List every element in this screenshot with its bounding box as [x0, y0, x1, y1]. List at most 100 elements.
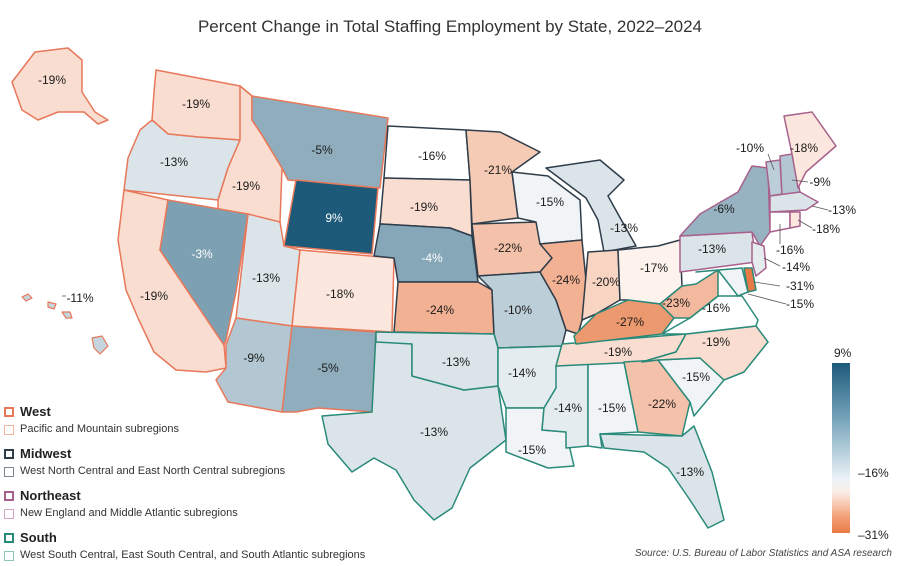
label-connecticut: -16% — [776, 243, 804, 257]
label-kansas: -24% — [426, 303, 454, 317]
label-virginia: -16% — [702, 301, 730, 315]
region-legend: West Pacific and Mountain subregions Mid… — [4, 404, 366, 566]
color-scale-bar — [832, 363, 850, 533]
map-title: Percent Change in Total Staffing Employm… — [197, 17, 703, 36]
label-illinois: -24% — [552, 273, 580, 287]
legend-south: South — [4, 530, 364, 548]
label-arizona: -9% — [243, 351, 265, 365]
state-rhode-island — [789, 211, 801, 229]
label-texas: -13% — [420, 425, 448, 439]
state-west-virginia — [659, 269, 719, 319]
state-maryland — [695, 267, 749, 297]
label-new-hampshire: -9% — [809, 175, 831, 189]
state-oklahoma — [375, 331, 499, 391]
state-wyoming — [283, 179, 379, 255]
label-montana: -5% — [311, 143, 333, 157]
legend-northeast-sub-label: New England and Middle Atlantic subregio… — [20, 507, 238, 519]
legend-midwest-title: Midwest — [20, 446, 72, 461]
legend-south-sub-swatch — [4, 551, 14, 561]
label-ohio: -17% — [640, 261, 668, 275]
state-massachusetts — [769, 191, 819, 213]
label-california: -19% — [140, 289, 168, 303]
legend-west-title: West — [20, 404, 51, 419]
leader-rhode-island — [797, 219, 813, 229]
label-new-york: -6% — [713, 202, 735, 216]
legend-northeast: Northeast — [4, 488, 364, 506]
scale-max-label: 9% — [834, 346, 852, 360]
label-alabama: -15% — [598, 401, 626, 415]
label-hawaii: -11% — [66, 291, 93, 305]
state-hawaii — [21, 293, 109, 355]
label-wyoming: 9% — [325, 211, 343, 225]
scale-mid-label: –16% — [858, 466, 889, 480]
legend-northeast-title: Northeast — [20, 488, 81, 503]
label-arkansas: -14% — [508, 366, 536, 380]
state-michigan — [545, 159, 637, 253]
legend-midwest-sub: West North Central and East North Centra… — [4, 464, 364, 482]
label-florida: -13% — [676, 465, 704, 479]
legend-northeast-sub-swatch — [4, 509, 14, 519]
label-vermont: -10% — [736, 141, 764, 155]
label-delaware: -31% — [786, 279, 814, 293]
label-new-jersey: -14% — [782, 260, 810, 274]
label-washington: -19% — [182, 97, 210, 111]
state-delaware — [743, 267, 757, 293]
label-idaho: -19% — [232, 179, 260, 193]
state-florida — [599, 425, 725, 529]
label-mississippi: -14% — [554, 401, 582, 415]
label-north-dakota: -16% — [418, 149, 446, 163]
scale-min-label: –31% — [858, 528, 889, 542]
label-iowa: -22% — [494, 241, 522, 255]
state-indiana — [581, 249, 621, 321]
label-north-carolina: -19% — [702, 335, 730, 349]
label-maine: -18% — [790, 141, 818, 155]
leader-new-hampshire — [791, 179, 809, 183]
label-wisconsin: -15% — [536, 195, 564, 209]
label-georgia: -22% — [648, 397, 676, 411]
label-nebraska: -4% — [421, 251, 443, 265]
label-south-dakota: -19% — [410, 200, 438, 214]
label-minnesota: -21% — [484, 163, 512, 177]
label-alaska: -19% — [38, 73, 66, 87]
label-nevada: -3% — [191, 247, 213, 261]
leader-vermont — [767, 153, 775, 171]
leader-new-jersey — [763, 257, 781, 267]
legend-west-sub-label: Pacific and Mountain subregions — [20, 423, 179, 435]
state-maine — [783, 111, 837, 189]
label-oregon: -13% — [160, 155, 188, 169]
label-colorado: -18% — [326, 287, 354, 301]
legend-south-title: South — [20, 530, 57, 545]
legend-south-sub: West South Central, East South Central, … — [4, 548, 366, 566]
label-new-mexico: -5% — [317, 361, 339, 375]
legend-west-swatch — [4, 407, 14, 417]
label-indiana: -20% — [592, 275, 620, 289]
label-kentucky: -27% — [616, 315, 644, 329]
label-missouri: -10% — [504, 303, 532, 317]
label-south-carolina: -15% — [682, 370, 710, 384]
label-rhode-island: -18% — [812, 222, 840, 236]
legend-northeast-swatch — [4, 491, 14, 501]
state-alaska — [11, 47, 109, 125]
label-utah: -13% — [252, 271, 280, 285]
legend-northeast-sub: New England and Middle Atlantic subregio… — [4, 506, 364, 524]
label-michigan: -13% — [610, 221, 638, 235]
label-pennsylvania: -13% — [698, 242, 726, 256]
state-new-jersey — [751, 241, 767, 277]
state-value-labels: -19% -11% -19% -13% -19% -19% -3% -5% 9%… — [38, 73, 856, 479]
callout-leader-lines — [62, 153, 829, 305]
label-oklahoma: -13% — [442, 355, 470, 369]
state-illinois — [539, 239, 589, 335]
legend-midwest-sub-label: West North Central and East North Centra… — [20, 465, 286, 477]
legend-south-sub-label: West South Central, East South Central, … — [20, 549, 366, 561]
label-tennessee: -19% — [604, 345, 632, 359]
state-montana — [251, 95, 389, 189]
legend-west-sub: Pacific and Mountain subregions — [4, 422, 364, 440]
legend-midwest-swatch — [4, 449, 14, 459]
label-massachusetts: -13% — [828, 203, 856, 217]
legend-south-swatch — [4, 533, 14, 543]
source-note: Source: U.S. Bureau of Labor Statistics … — [634, 548, 892, 559]
legend-west: West — [4, 404, 364, 422]
label-louisiana: -15% — [518, 443, 546, 457]
leader-maryland — [747, 293, 787, 305]
